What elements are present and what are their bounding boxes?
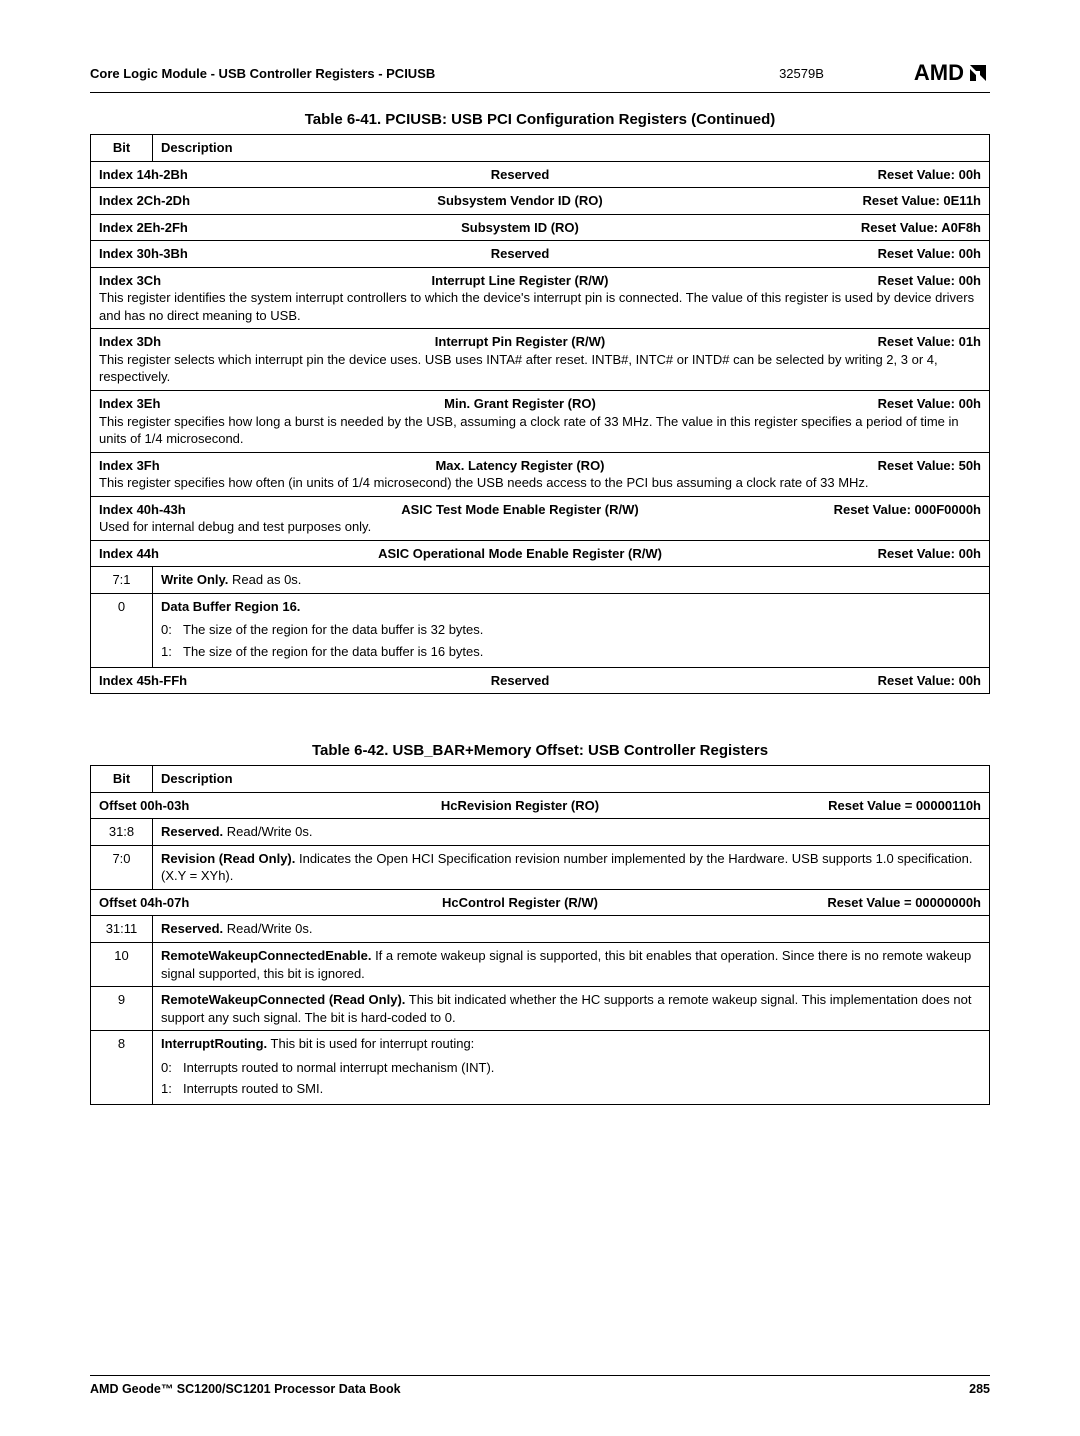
bit-desc-cell: Reserved. Read/Write 0s. xyxy=(153,819,990,846)
page-footer: AMD Geode™ SC1200/SC1201 Processor Data … xyxy=(90,1375,990,1396)
table42: Bit Description Offset 00h-03hHcRevision… xyxy=(90,765,990,1105)
doc-number: 32579B xyxy=(779,66,824,81)
amd-arrow-icon xyxy=(966,63,990,83)
bit-cell: 7:0 xyxy=(91,845,153,889)
footer-page-number: 285 xyxy=(969,1382,990,1396)
bit-desc-cell: RemoteWakeupConnectedEnable. If a remote… xyxy=(153,942,990,986)
register-section: Index 30h-3BhReservedReset Value: 00h xyxy=(91,241,990,268)
bit-cell: 0 xyxy=(91,593,153,667)
col-bit-header-2: Bit xyxy=(91,766,153,793)
bit-desc-cell: Write Only. Read as 0s. xyxy=(153,567,990,594)
bit-desc-cell: InterruptRouting. This bit is used for i… xyxy=(153,1031,990,1105)
register-section: Index 14h-2BhReservedReset Value: 00h xyxy=(91,161,990,188)
register-section: Index 44hASIC Operational Mode Enable Re… xyxy=(91,540,990,567)
register-section: Index 45h-FFhReservedReset Value: 00h xyxy=(91,667,990,694)
bit-cell: 8 xyxy=(91,1031,153,1105)
amd-logo: AMD xyxy=(914,60,990,86)
bit-cell: 7:1 xyxy=(91,567,153,594)
register-section: Index 3EhMin. Grant Register (RO)Reset V… xyxy=(91,391,990,453)
page-header: Core Logic Module - USB Controller Regis… xyxy=(90,60,990,93)
table41-title: Table 6-41. PCIUSB: USB PCI Configuratio… xyxy=(90,111,990,128)
register-section: Index 40h-43hASIC Test Mode Enable Regis… xyxy=(91,496,990,540)
bit-desc-cell: RemoteWakeupConnected (Read Only). This … xyxy=(153,987,990,1031)
register-section: Index 3ChInterrupt Line Register (R/W)Re… xyxy=(91,267,990,329)
register-section: Index 2Ch-2DhSubsystem Vendor ID (RO)Res… xyxy=(91,188,990,215)
bit-cell: 10 xyxy=(91,942,153,986)
register-section: Index 3FhMax. Latency Register (RO)Reset… xyxy=(91,452,990,496)
bit-desc-cell: Data Buffer Region 16.0:The size of the … xyxy=(153,593,990,667)
bit-desc-cell: Revision (Read Only). Indicates the Open… xyxy=(153,845,990,889)
bit-cell: 9 xyxy=(91,987,153,1031)
register-section: Offset 04h-07hHcControl Register (R/W)Re… xyxy=(91,889,990,916)
bit-cell: 31:11 xyxy=(91,916,153,943)
col-bit-header: Bit xyxy=(91,135,153,162)
header-title: Core Logic Module - USB Controller Regis… xyxy=(90,66,435,81)
logo-text: AMD xyxy=(914,60,964,86)
table41: Bit Description Index 14h-2BhReservedRes… xyxy=(90,134,990,694)
footer-book-title: AMD Geode™ SC1200/SC1201 Processor Data … xyxy=(90,1382,401,1396)
register-section: Offset 00h-03hHcRevision Register (RO)Re… xyxy=(91,792,990,819)
col-desc-header: Description xyxy=(153,135,990,162)
bit-desc-cell: Reserved. Read/Write 0s. xyxy=(153,916,990,943)
register-section: Index 2Eh-2FhSubsystem ID (RO)Reset Valu… xyxy=(91,214,990,241)
bit-cell: 31:8 xyxy=(91,819,153,846)
col-desc-header-2: Description xyxy=(153,766,990,793)
page: Core Logic Module - USB Controller Regis… xyxy=(0,0,1080,1436)
table42-title: Table 6-42. USB_BAR+Memory Offset: USB C… xyxy=(90,742,990,759)
register-section: Index 3DhInterrupt Pin Register (R/W)Res… xyxy=(91,329,990,391)
